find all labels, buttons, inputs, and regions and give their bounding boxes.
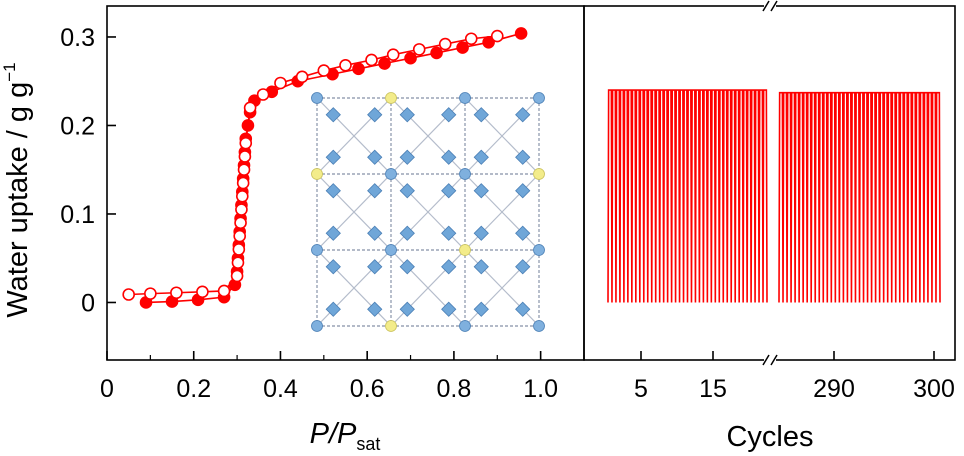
isotherm-point-open [235,189,249,203]
isotherm-point-open [464,32,478,46]
isotherm-point-open [237,163,251,177]
isotherm-point-open [144,287,157,300]
cycle-tick-label: 15 [699,375,727,403]
cycling-plot [607,89,941,303]
isotherm-point-open [365,53,378,67]
x-axis-title-cycles: Cycles [726,421,813,453]
y-tick-label: 0.3 [60,24,95,52]
isotherm-point-filled [404,51,417,65]
axis-break-mark [770,354,778,366]
isotherm-point-open [122,288,135,301]
isotherm-point-open [217,284,231,298]
y-tick-label: 0.1 [60,201,95,229]
cycle-tick-label: 300 [913,375,955,403]
y-tick-label: 0.2 [60,112,95,140]
axis-break-mark [770,0,778,12]
cycle-tick-label: 5 [634,375,648,403]
isotherm-point-open [490,29,504,43]
isotherm-point-open [235,203,248,216]
x-tick-label: 0.8 [437,375,472,403]
cycling-line [778,91,941,303]
x-tick-label: 0 [100,375,114,403]
isotherm-plot [122,27,528,309]
isotherm-point-filled [430,46,443,60]
isotherm-point-open [295,70,309,84]
y-axis-title: Water uptake / g g−1 [0,62,34,317]
isotherm-point-open [238,150,252,163]
isotherm-point-open [339,58,352,72]
isotherm-point-open [170,286,183,300]
isotherm-point-open [412,43,426,56]
isotherm-point-filled [352,62,365,76]
isotherm-point-open [231,256,245,269]
cycling-line [607,89,768,303]
isotherm-point-open [256,88,270,101]
isotherm-line-open [128,35,498,296]
isotherm-point-open [386,48,400,61]
isotherm-point-filled [514,27,528,40]
cycle-tick-label: 290 [813,375,855,403]
axis-break-mark [762,354,770,366]
crystal-structure-inset [311,92,545,332]
isotherm-point-open [236,176,250,190]
x-tick-label: 0.4 [263,375,298,403]
axis-break-mark [762,0,770,12]
y-tick-label: 0 [81,289,95,317]
x-axis-title-isotherm: P/Psat [310,418,381,454]
isotherm-point-open [239,136,253,150]
isotherm-point-open [243,101,257,115]
isotherm-point-open [233,229,246,243]
isotherm-point-open [196,285,209,299]
isotherm-point-filled [378,57,391,70]
isotherm-point-open [438,37,452,51]
isotherm-point-open [234,216,247,230]
x-tick-label: 0.6 [350,375,385,403]
isotherm-point-open [274,76,287,90]
axes: 0 0.1 0.2 0.3 0 0.2 0.4 0.6 0.8 1.0 5 15 290 300 [60,0,956,403]
x-tick-label: 1.0 [523,375,558,403]
isotherm-point-open [232,243,246,256]
isotherm-point-filled [456,41,469,54]
x-tick-label: 0.2 [176,375,211,403]
isotherm-point-open [230,269,244,283]
isotherm-point-open [317,64,331,77]
